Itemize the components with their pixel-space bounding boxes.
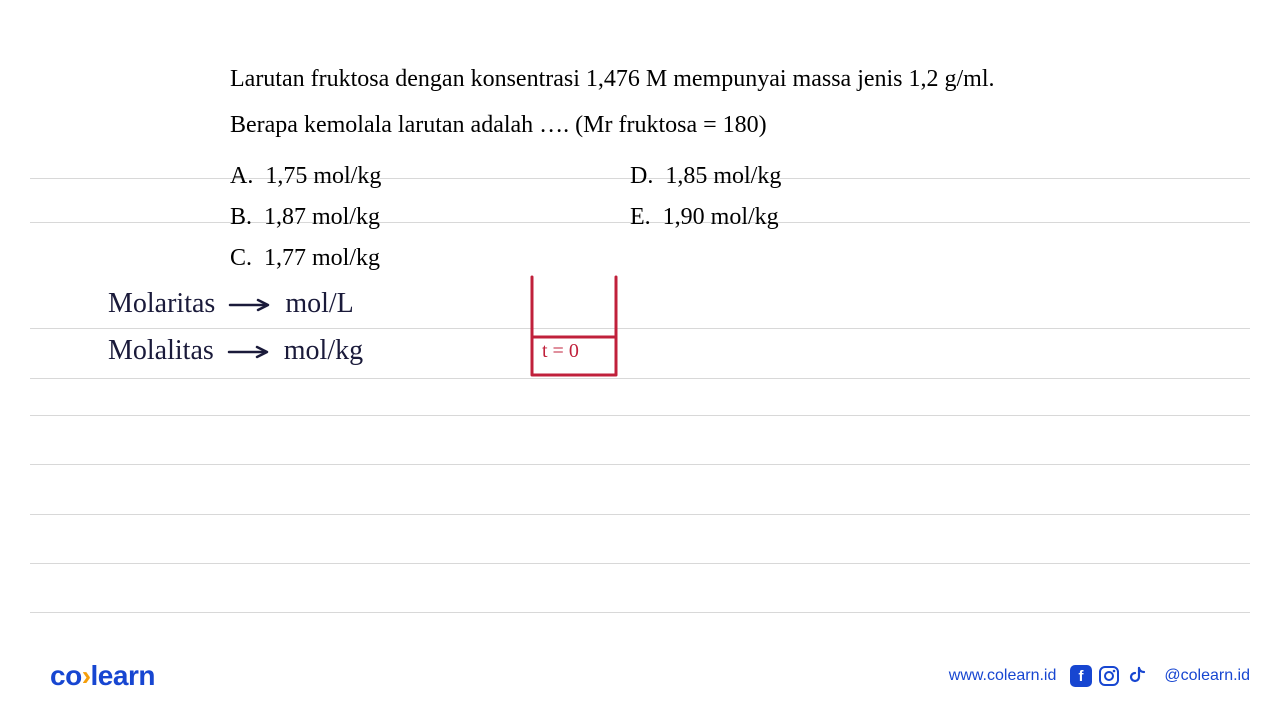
footer-handle: @colearn.id [1164,667,1250,685]
logo-co: co [50,660,82,691]
handwriting-line-1: Molaritas mol/L [108,288,354,322]
option-a-letter: A. [230,163,253,189]
option-d: D. 1,85 mol/kg [630,163,970,190]
beaker-label: t = 0 [542,340,579,362]
option-c-letter: C. [230,245,252,271]
instagram-icon [1098,665,1120,687]
hw2-left: Molalitas [108,335,214,366]
tiktok-icon [1126,665,1148,687]
hw1-left: Molaritas [108,288,215,319]
option-d-text: 1,85 mol/kg [665,163,781,189]
option-c-text: 1,77 mol/kg [264,245,380,271]
question-line-2: Berapa kemolala larutan adalah …. (Mr fr… [230,106,1130,144]
option-d-letter: D. [630,163,653,189]
option-a-text: 1,75 mol/kg [265,163,381,189]
footer: co›learn www.colearn.id f @colearn.id [50,660,1250,692]
option-e: E. 1,90 mol/kg [630,204,970,231]
footer-url: www.colearn.id [949,667,1057,685]
question-block: Larutan fruktosa dengan konsentrasi 1,47… [230,60,1130,272]
option-a: A. 1,75 mol/kg [230,163,570,190]
hw2-right: mol/kg [284,335,363,366]
option-e-text: 1,90 mol/kg [663,204,779,230]
arrow-icon [228,290,272,322]
hw1-right: mol/L [285,288,353,319]
option-e-letter: E. [630,204,651,230]
option-b: B. 1,87 mol/kg [230,204,570,231]
option-b-letter: B. [230,204,252,230]
logo-dot: › [82,660,91,691]
handwriting-line-2: Molalitas mol/kg [108,335,363,369]
logo: co›learn [50,660,155,692]
logo-learn: learn [91,660,155,691]
facebook-icon: f [1070,665,1092,687]
option-c: C. 1,77 mol/kg [230,245,570,272]
arrow-icon [227,337,271,369]
footer-right: www.colearn.id f @colearn.id [949,665,1250,687]
beaker-diagram: t = 0 [530,275,620,385]
social-icons: f [1070,665,1148,687]
option-b-text: 1,87 mol/kg [264,204,380,230]
question-line-1: Larutan fruktosa dengan konsentrasi 1,47… [230,60,1130,98]
options-grid: A. 1,75 mol/kg D. 1,85 mol/kg B. 1,87 mo… [230,163,1130,272]
